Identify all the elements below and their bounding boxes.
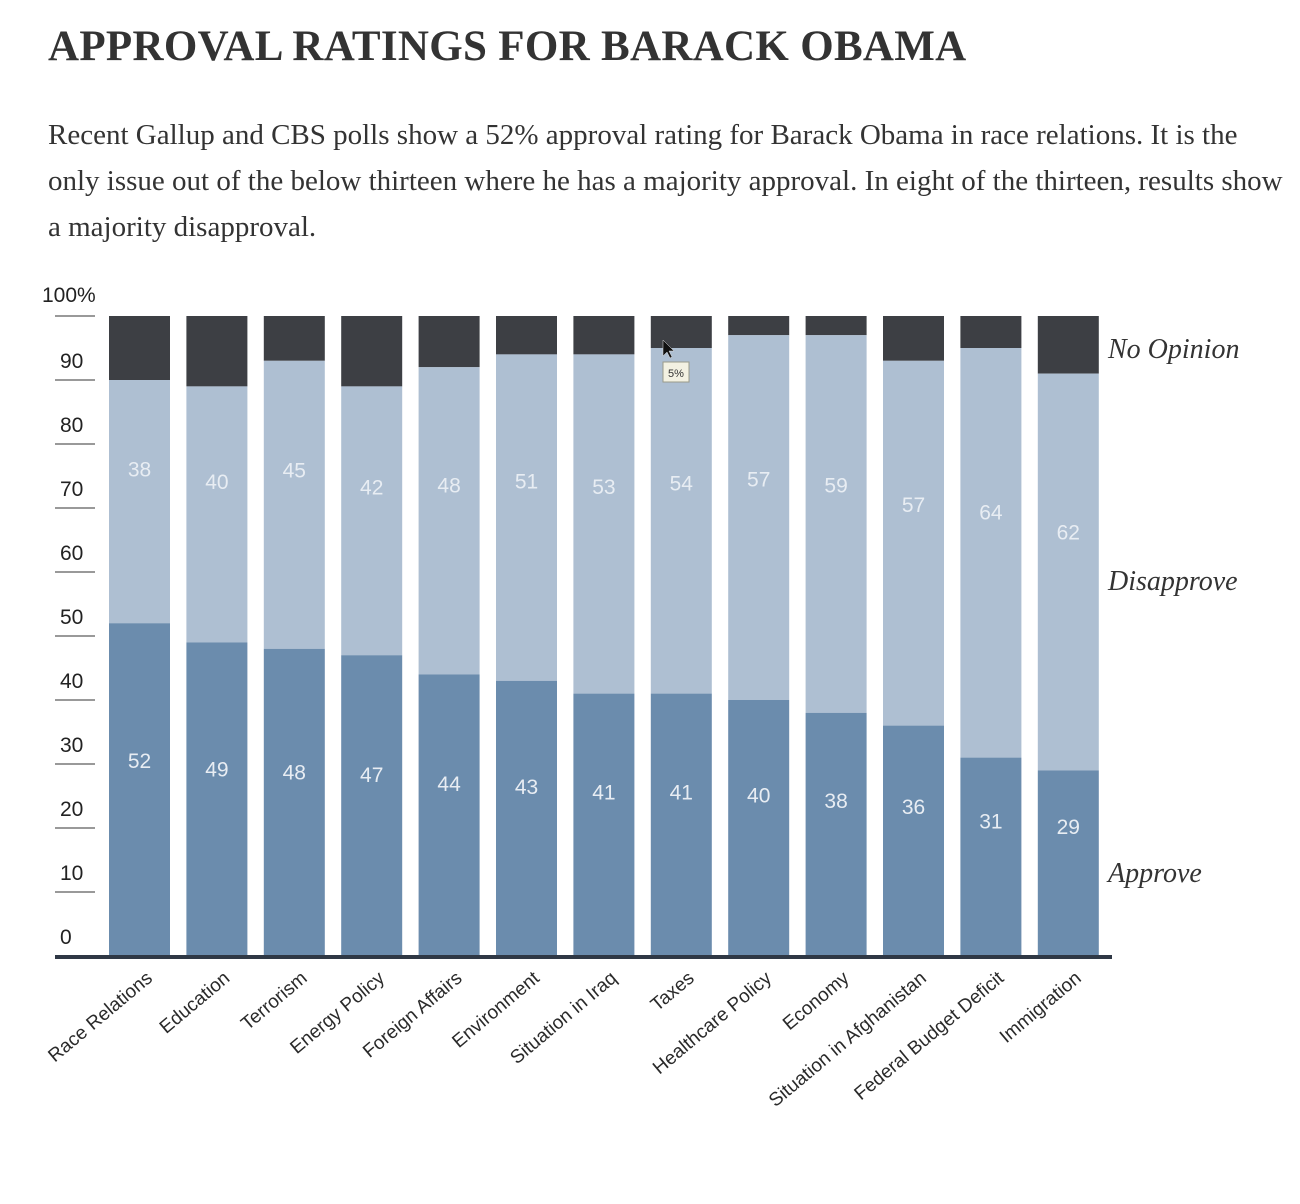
cursor-icon [662, 339, 675, 359]
bar-segment-approve [109, 623, 170, 956]
disapprove-value-label: 57 [902, 494, 925, 517]
tooltip-label: 5% [668, 368, 684, 380]
bar-segment-approve [573, 693, 635, 956]
bar-segment-disapprove [263, 360, 325, 649]
approve-value-label: 48 [283, 761, 306, 784]
bar-segment-no-opinion [263, 316, 325, 361]
bar-segment-approve [650, 693, 712, 956]
bar-segment-approve [496, 680, 557, 956]
bar-segment-approve [341, 655, 403, 956]
approve-value-label: 38 [824, 790, 847, 813]
bar-segment-approve [960, 757, 1022, 956]
bar-segment-disapprove [883, 360, 944, 726]
bar-segment-approve [418, 674, 480, 956]
bar-segment-no-opinion [728, 316, 790, 336]
legend-disapprove: Disapprove [1107, 566, 1238, 597]
bar-segment-approve [883, 725, 944, 956]
bar-segment-disapprove [805, 335, 867, 713]
disapprove-value-label: 57 [747, 469, 770, 492]
disapprove-value-label: 38 [128, 459, 151, 482]
bar-segment-disapprove [496, 354, 557, 681]
bar-segment-no-opinion [109, 316, 170, 380]
disapprove-value-label: 40 [205, 471, 228, 494]
bar-segment-approve [728, 700, 790, 956]
bar-segment-approve [805, 712, 867, 956]
bar-segment-disapprove [186, 386, 248, 643]
bar-segment-no-opinion [960, 316, 1022, 348]
y-tick-label: 40 [60, 670, 83, 693]
category-label: Situation in Afghanistan [765, 968, 931, 1112]
y-tick-label: 80 [60, 414, 83, 437]
approve-value-label: 41 [670, 782, 693, 805]
bar-segment-disapprove [728, 335, 790, 700]
bar-segment-no-opinion [496, 316, 557, 355]
category-label: Race Relations [45, 968, 157, 1067]
approve-value-label: 43 [515, 776, 538, 799]
approve-value-label: 40 [747, 784, 770, 807]
disapprove-value-label: 59 [824, 474, 847, 497]
y-tick-label: 30 [60, 734, 83, 757]
approve-value-label: 44 [437, 773, 461, 796]
approve-value-label: 36 [902, 796, 925, 819]
legend-no-opinion: No Opinion [1107, 334, 1239, 365]
y-tick-label: 70 [60, 478, 83, 501]
y-tick-label: 0 [60, 926, 72, 949]
category-label: Immigration [996, 968, 1086, 1048]
disapprove-value-label: 48 [437, 475, 460, 498]
disapprove-value-label: 64 [979, 502, 1003, 525]
tooltip-box [662, 361, 690, 383]
bar-segment-disapprove [650, 348, 712, 694]
bar-segment-approve [1037, 770, 1099, 956]
bar-segment-disapprove [960, 348, 1022, 758]
disapprove-value-label: 51 [515, 470, 538, 493]
bar-segment-no-opinion [418, 316, 480, 368]
category-label: Taxes [647, 968, 699, 1016]
approve-value-label: 41 [592, 782, 615, 805]
disapprove-value-label: 45 [283, 460, 306, 483]
approve-value-label: 49 [205, 758, 228, 781]
disapprove-value-label: 42 [360, 477, 383, 500]
approve-value-label: 52 [128, 750, 151, 773]
y-tick-label: 60 [60, 542, 83, 565]
approve-value-label: 47 [360, 764, 383, 787]
bar-segment-disapprove [418, 367, 480, 675]
bar-segment-approve [263, 648, 325, 956]
disapprove-value-label: 62 [1057, 521, 1080, 544]
y-tick-label: 50 [60, 606, 83, 629]
bar-segment-disapprove [109, 380, 170, 624]
category-label: Economy [779, 967, 854, 1034]
disapprove-value-label: 54 [670, 473, 694, 496]
category-label: Terrorism [237, 968, 311, 1035]
category-label: Education [156, 968, 234, 1038]
y-tick-label: 90 [60, 350, 83, 373]
bar-segment-no-opinion [573, 316, 635, 355]
y-tick-label: 10 [60, 862, 83, 885]
y-tick-label: 20 [60, 798, 83, 821]
bar-segment-no-opinion [1037, 316, 1099, 374]
bar-segment-disapprove [341, 386, 403, 656]
bar-segment-no-opinion [650, 316, 712, 348]
bar-segment-approve [186, 642, 248, 956]
bar-segment-disapprove [1037, 373, 1099, 771]
approve-value-label: 31 [979, 810, 1002, 833]
bar-segment-no-opinion [341, 316, 403, 387]
chart-title: APPROVAL RATINGS FOR BARACK OBAMA [48, 23, 967, 70]
bar-segment-no-opinion [186, 316, 248, 387]
bar-segment-no-opinion [805, 316, 867, 336]
category-label: Federal Budget Deficit [851, 967, 1009, 1104]
y-tick-label: 100% [42, 284, 96, 307]
legend-approve: Approve [1106, 858, 1202, 889]
bar-segment-no-opinion [883, 316, 944, 361]
approve-value-label: 29 [1057, 816, 1080, 839]
disapprove-value-label: 53 [592, 476, 615, 499]
chart-subtitle: Recent Gallup and CBS polls show a 52% a… [48, 119, 1283, 243]
bar-segment-disapprove [573, 354, 635, 694]
